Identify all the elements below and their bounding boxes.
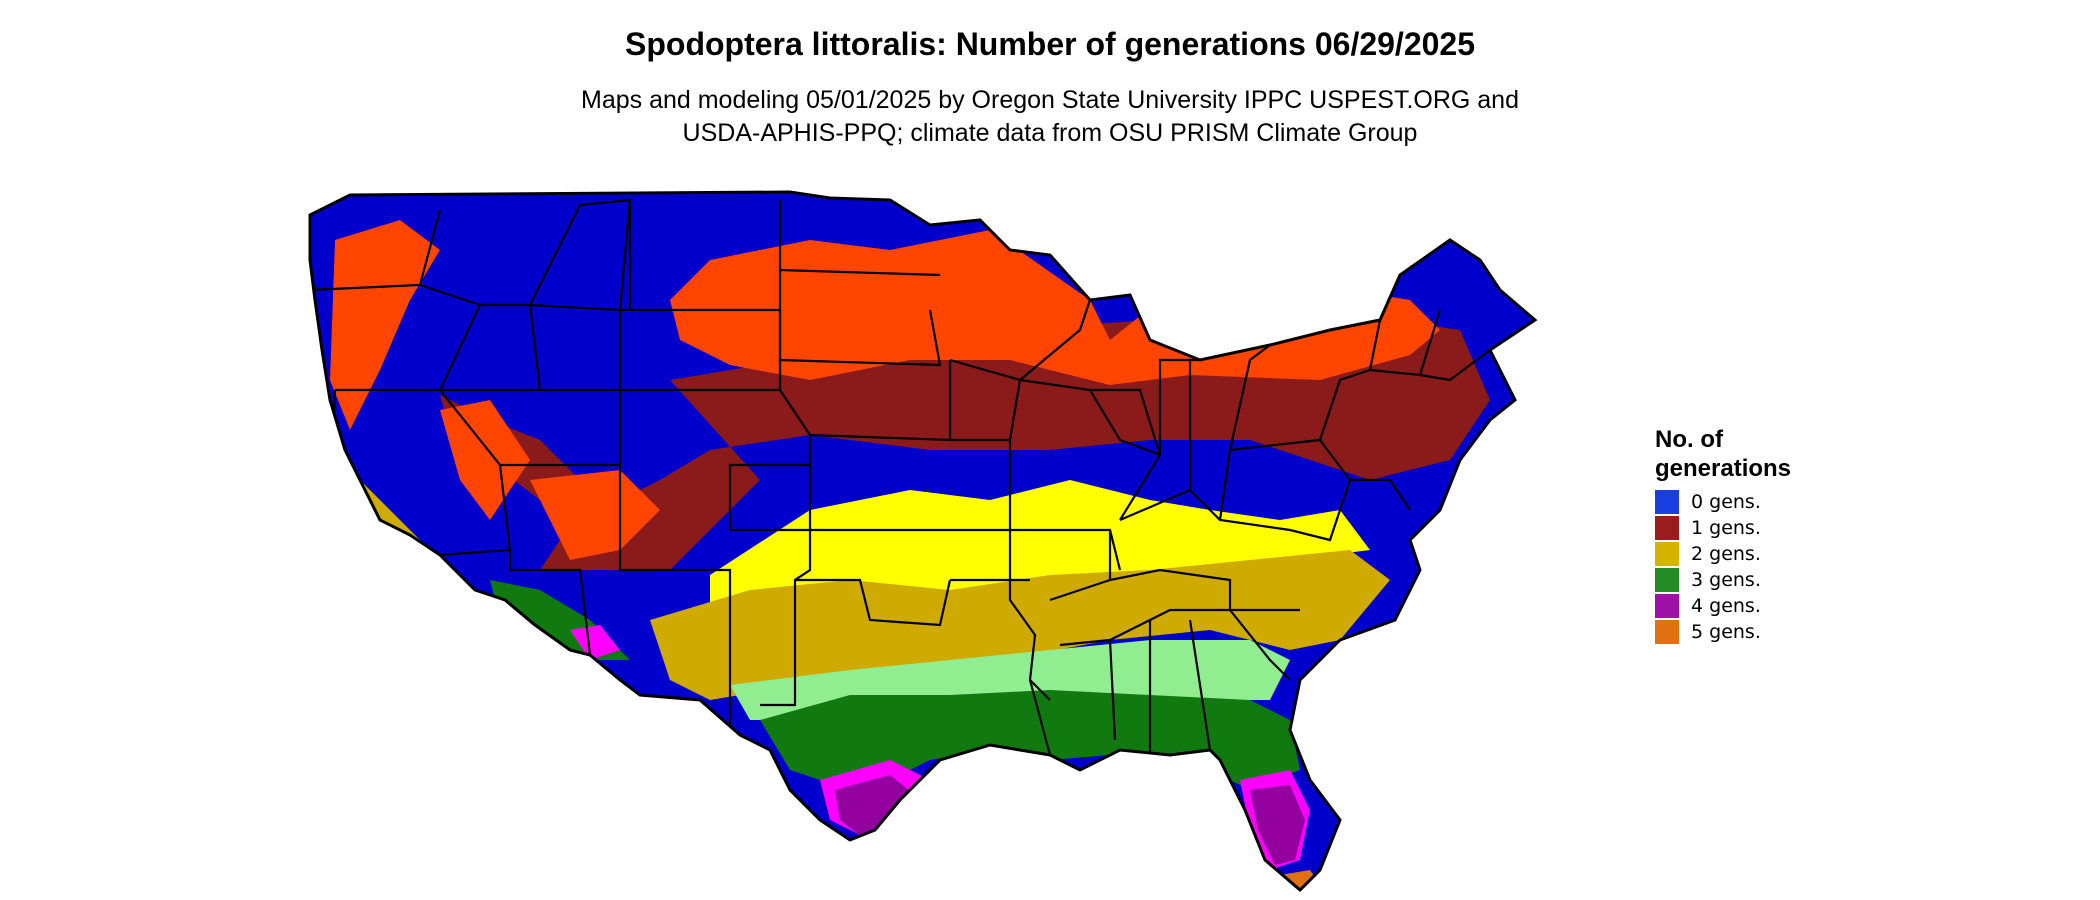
zone-yellow — [710, 480, 1370, 610]
legend-title-line-1: No. of — [1655, 426, 1723, 453]
zone-one — [440, 320, 1490, 570]
legend-item-2-gens: 2 gens. — [1655, 541, 1791, 567]
legend-item-5-gens: 5 gens. — [1655, 619, 1791, 645]
zone-fringe — [440, 400, 530, 520]
legend-title-line-2: generations — [1655, 455, 1792, 482]
legend-swatch — [1655, 542, 1679, 566]
zone-magenta — [570, 625, 620, 660]
zone-fringe — [330, 220, 440, 430]
legend-label: 1 gens. — [1691, 517, 1761, 539]
legend-item-3-gens: 3 gens. — [1655, 567, 1791, 593]
legend-swatch — [1655, 594, 1679, 618]
subtitle-line-1: Maps and modeling 05/01/2025 by Oregon S… — [581, 86, 1519, 114]
zone-two — [650, 550, 1390, 700]
legend-label: 3 gens. — [1691, 569, 1761, 591]
map-title: Spodoptera littoralis: Number of generat… — [625, 26, 1475, 62]
zone-fringe — [670, 230, 1440, 385]
legend-item-4-gens: 4 gens. — [1655, 593, 1791, 619]
subtitle-line-2: USDA-APHIS-PPQ; climate data from OSU PR… — [682, 119, 1418, 147]
legend-label: 4 gens. — [1691, 595, 1761, 617]
us-generations-map — [308, 190, 1538, 893]
zone-four — [1250, 785, 1305, 865]
generation-zones — [310, 192, 1535, 890]
legend-item-0-gens: 0 gens. — [1655, 489, 1791, 515]
legend-swatch — [1655, 620, 1679, 644]
legend-swatch — [1655, 490, 1679, 514]
legend-swatch — [1655, 516, 1679, 540]
legend-label: 0 gens. — [1691, 491, 1761, 513]
legend-label: 2 gens. — [1691, 543, 1761, 565]
legend-items: 0 gens. 1 gens. 2 gens. 3 gens. 4 gens. … — [1655, 489, 1791, 645]
legend-item-1-gens: 1 gens. — [1655, 515, 1791, 541]
zone-fringe — [530, 470, 660, 560]
map-subtitle: Maps and modeling 05/01/2025 by Oregon S… — [0, 84, 2100, 150]
legend-swatch — [1655, 568, 1679, 592]
us-outline — [308, 190, 1538, 893]
legend: No. of generations 0 gens. 1 gens. 2 gen… — [1655, 425, 1791, 645]
legend-label: 5 gens. — [1691, 621, 1761, 643]
state-borders — [310, 198, 1491, 756]
legend-title: No. of generations — [1655, 425, 1791, 483]
